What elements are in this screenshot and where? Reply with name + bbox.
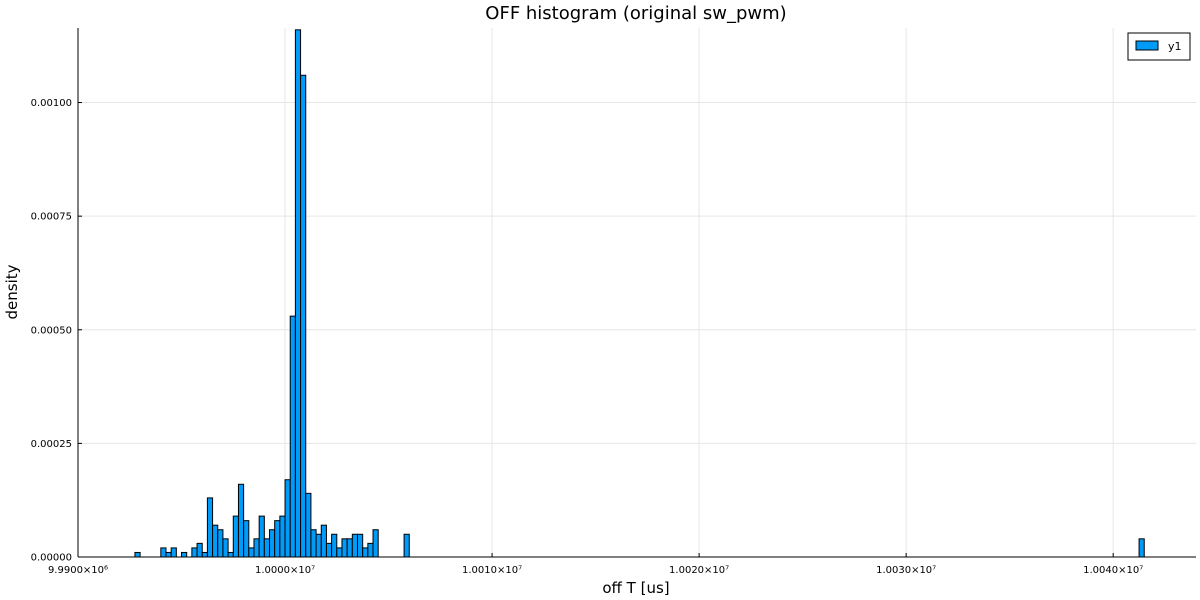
y-axis-title: density xyxy=(3,264,21,319)
histogram-bar xyxy=(346,538,353,558)
y-tick-label: 0.00000 xyxy=(31,553,72,564)
histogram-bar xyxy=(357,533,364,558)
histogram-bar xyxy=(165,551,172,558)
histogram-bar xyxy=(294,29,302,558)
tick-labels: 9.9900×10⁶ 1.0000×10⁷ 1.0010×10⁷ 1.0020×10⁷… xyxy=(31,98,1144,576)
x-tick-label: 1.0020×10⁷ xyxy=(669,565,729,576)
histogram-bar xyxy=(217,529,224,558)
histogram-bar xyxy=(320,524,327,558)
histogram-bar xyxy=(351,533,358,558)
y-tick-label: 0.00100 xyxy=(31,98,72,109)
histogram-bar xyxy=(181,551,188,558)
x-tick-label: 9.9900×10⁶ xyxy=(48,565,108,576)
x-axis-title: off T [us] xyxy=(602,579,669,597)
histogram-bar xyxy=(310,529,317,558)
histogram-bar xyxy=(289,315,296,558)
histogram-bar xyxy=(253,538,260,558)
y-tick-label: 0.00075 xyxy=(31,212,72,223)
histogram-bar xyxy=(263,538,271,558)
histogram-bar xyxy=(325,542,333,558)
x-tick-label: 1.0030×10⁷ xyxy=(876,565,936,576)
histogram-bar xyxy=(212,524,219,558)
histogram-bar xyxy=(227,551,234,558)
histogram-bar xyxy=(300,74,307,558)
histogram-bar xyxy=(1138,538,1145,558)
grid xyxy=(78,28,1196,557)
histogram-bar xyxy=(160,547,167,558)
histogram-bar xyxy=(243,520,250,558)
histogram-bar xyxy=(201,551,208,558)
histogram-bar xyxy=(284,479,291,558)
histogram-bar xyxy=(232,515,239,558)
x-tick-label: 1.0040×10⁷ xyxy=(1083,565,1143,576)
y-tick-label: 0.00050 xyxy=(31,325,72,336)
histogram-bar xyxy=(269,529,276,558)
histogram-bar xyxy=(305,492,312,558)
histogram-bar xyxy=(362,547,369,558)
y-tick-label: 0.00025 xyxy=(31,439,72,450)
legend-swatch xyxy=(1135,40,1159,51)
x-tick-label: 1.0010×10⁷ xyxy=(462,565,522,576)
histogram-bar xyxy=(196,542,203,558)
histogram-bar xyxy=(336,547,343,558)
histogram-bar xyxy=(331,533,338,558)
x-tick-label: 1.0000×10⁷ xyxy=(255,565,315,576)
histogram-bar xyxy=(258,515,265,558)
histogram-bar xyxy=(237,483,245,558)
bars xyxy=(134,29,1145,558)
axes xyxy=(77,28,1196,558)
legend-label: y1 xyxy=(1168,40,1182,53)
histogram-bar xyxy=(372,529,379,558)
legend: y1 xyxy=(1127,32,1191,61)
histogram-bar xyxy=(315,533,322,558)
histogram-bar xyxy=(279,515,286,558)
histogram-bar xyxy=(170,547,177,558)
histogram-bar xyxy=(222,538,229,558)
chart-title: OFF histogram (original sw_pwm) xyxy=(485,3,786,24)
histogram-bar xyxy=(206,497,214,558)
histogram-bar xyxy=(341,538,348,558)
histogram-bar xyxy=(367,542,374,558)
histogram-bar xyxy=(274,520,281,558)
histogram-bar xyxy=(134,551,141,558)
histogram-bar xyxy=(191,547,198,558)
histogram-bar xyxy=(403,533,410,558)
histogram-bar xyxy=(248,547,255,558)
